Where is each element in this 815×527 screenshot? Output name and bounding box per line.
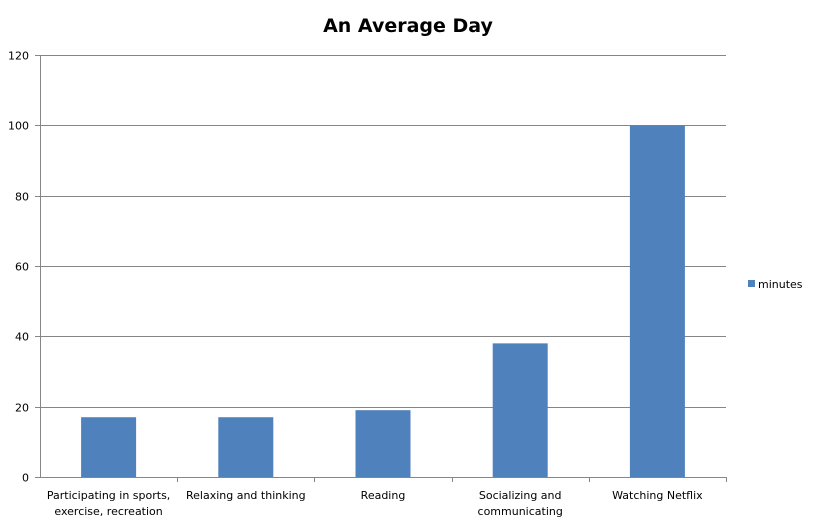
- x-category-label: exercise, recreation: [54, 505, 162, 518]
- bars: [81, 125, 685, 477]
- bar: [492, 343, 548, 477]
- axes: [40, 55, 727, 482]
- y-tick-label: 20: [15, 402, 29, 415]
- x-category-label: Participating in sports,: [47, 489, 170, 502]
- legend-swatch: [748, 280, 755, 287]
- y-tick-label: 40: [15, 331, 29, 344]
- x-category-label: Reading: [361, 489, 406, 502]
- y-tick-label: 0: [22, 472, 29, 485]
- y-tick-label: 60: [15, 261, 29, 274]
- gridlines: [40, 55, 726, 408]
- x-category-label: Relaxing and thinking: [186, 489, 306, 502]
- x-category-label: Socializing and: [479, 489, 562, 502]
- x-axis-labels: Participating in sports, exercise, recrea…: [47, 489, 703, 518]
- bar: [218, 417, 274, 477]
- legend-label: minutes: [758, 278, 803, 291]
- bar: [81, 417, 137, 477]
- y-tick-label: 80: [15, 191, 29, 204]
- x-category-label: Watching Netflix: [612, 489, 703, 502]
- x-category-label: communicating: [478, 505, 563, 518]
- chart-title: An Average Day: [323, 15, 493, 37]
- legend: minutes: [748, 278, 803, 291]
- y-tick-label: 120: [8, 50, 29, 63]
- y-tick-label: 100: [8, 120, 29, 133]
- y-axis-ticks: 0 20 40 60 80 100 120: [8, 50, 40, 485]
- bar: [629, 125, 685, 477]
- bar: [355, 410, 411, 477]
